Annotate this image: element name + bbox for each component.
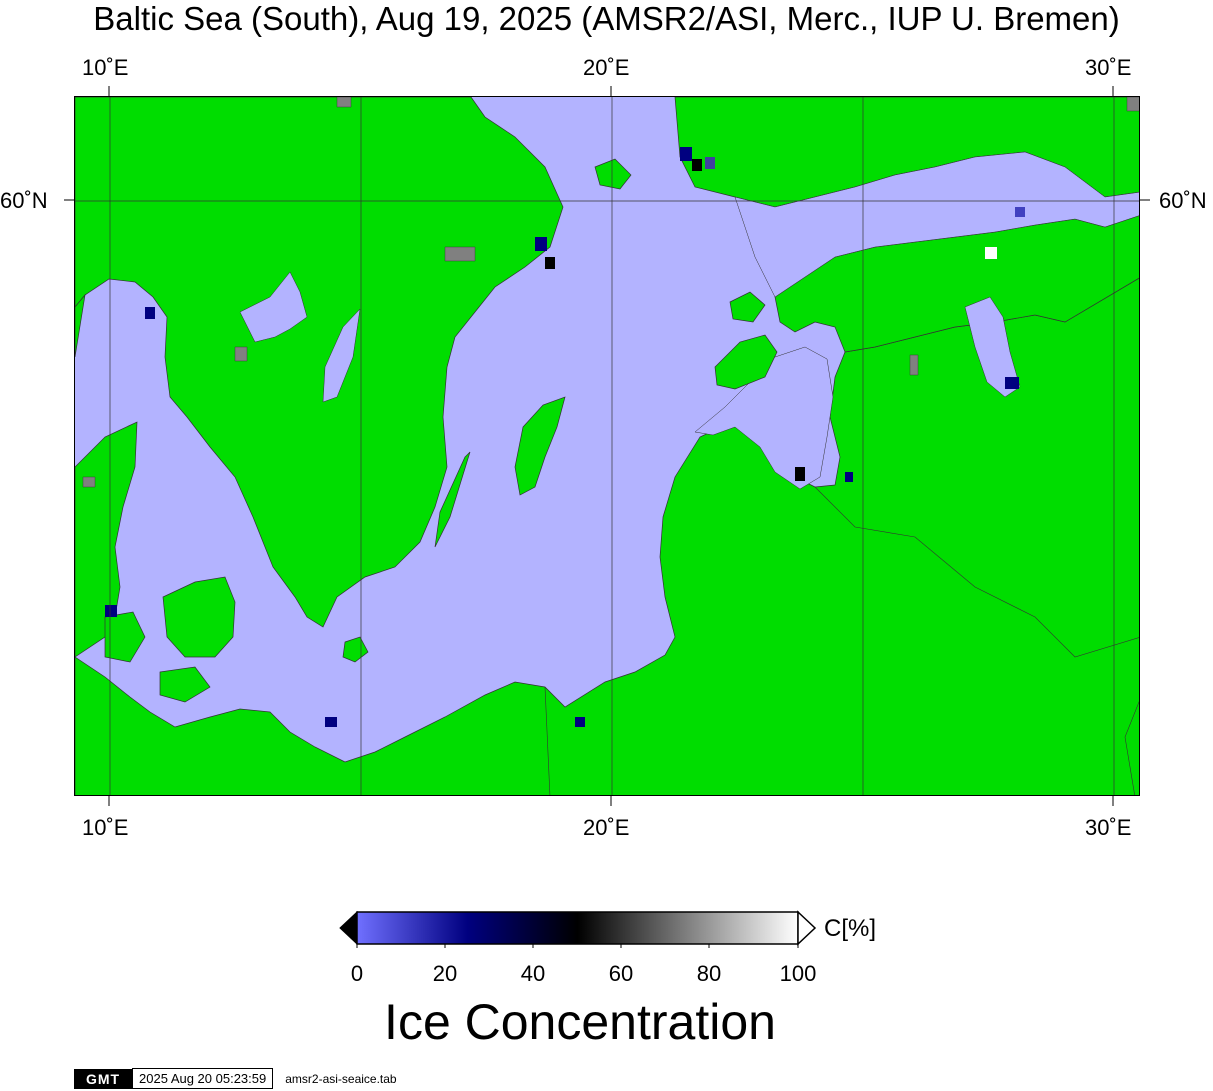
colorbar-title: Ice Concentration: [384, 994, 776, 1050]
bottom-tick-10e: 10˚E: [82, 815, 129, 840]
lake-vanern: [239, 271, 308, 343]
colorbar-max-triangle: [797, 910, 817, 946]
land-gotland: [514, 396, 566, 496]
land-norway-west: [75, 293, 86, 358]
timestamp: 2025 Aug 20 05:23:59: [132, 1068, 274, 1089]
top-tick-20e: 20˚E: [583, 55, 630, 80]
land-zealand: [162, 576, 236, 658]
top-tick-10e: 10˚E: [82, 55, 129, 80]
gmt-logo: GMT: [74, 1068, 132, 1089]
bottom-tick-20e: 20˚E: [583, 815, 630, 840]
map-title: Baltic Sea (South), Aug 19, 2025 (AMSR2/…: [93, 0, 1120, 37]
colorbar-unit: C[%]: [824, 915, 877, 942]
land-scandinavia: [75, 97, 564, 628]
colorbar-min-triangle: [339, 910, 358, 946]
bottom-tick-30e: 30˚E: [1085, 815, 1132, 840]
land-oland: [434, 451, 471, 548]
land-aland: [594, 158, 632, 190]
lake-vattern: [322, 308, 361, 403]
no-data-cells: [82, 97, 1139, 488]
top-tick-30e: 30˚E: [1085, 55, 1132, 80]
right-tick-60n: 60˚N: [1159, 188, 1207, 213]
colorbar-tick-80: 80: [696, 961, 722, 986]
gulf-of-finland: [734, 151, 1139, 298]
land-lolland: [159, 666, 211, 703]
colorbar-tick-40: 40: [520, 961, 546, 986]
gmt-footer: GMT 2025 Aug 20 05:23:59 amsr2-asi-seaic…: [74, 1068, 397, 1089]
map-canvas: [75, 97, 1139, 795]
colorbar-tick-0: 0: [350, 961, 364, 986]
country-borders: [544, 486, 1139, 795]
lake-peipus: [964, 296, 1021, 398]
source-filename: amsr2-asi-seaice.tab: [285, 1071, 397, 1086]
land-bornholm: [342, 636, 369, 663]
colorbar-tick-100: 100: [779, 961, 817, 986]
colorbar-tick-20: 20: [432, 961, 458, 986]
land-funen: [104, 611, 146, 663]
colorbar-graphic: [339, 910, 817, 950]
colorbar-ramp: [356, 911, 799, 945]
coastal-edge-cells: [105, 147, 1025, 727]
land-hiiumaa: [729, 291, 766, 323]
land-saaremaa: [714, 334, 778, 390]
colorbar-tick-60: 60: [608, 961, 634, 986]
colorbar: [338, 908, 818, 950]
sea-ice-map: [74, 96, 1140, 796]
left-tick-60n: 60˚N: [0, 188, 48, 213]
graticule: [75, 97, 1139, 795]
